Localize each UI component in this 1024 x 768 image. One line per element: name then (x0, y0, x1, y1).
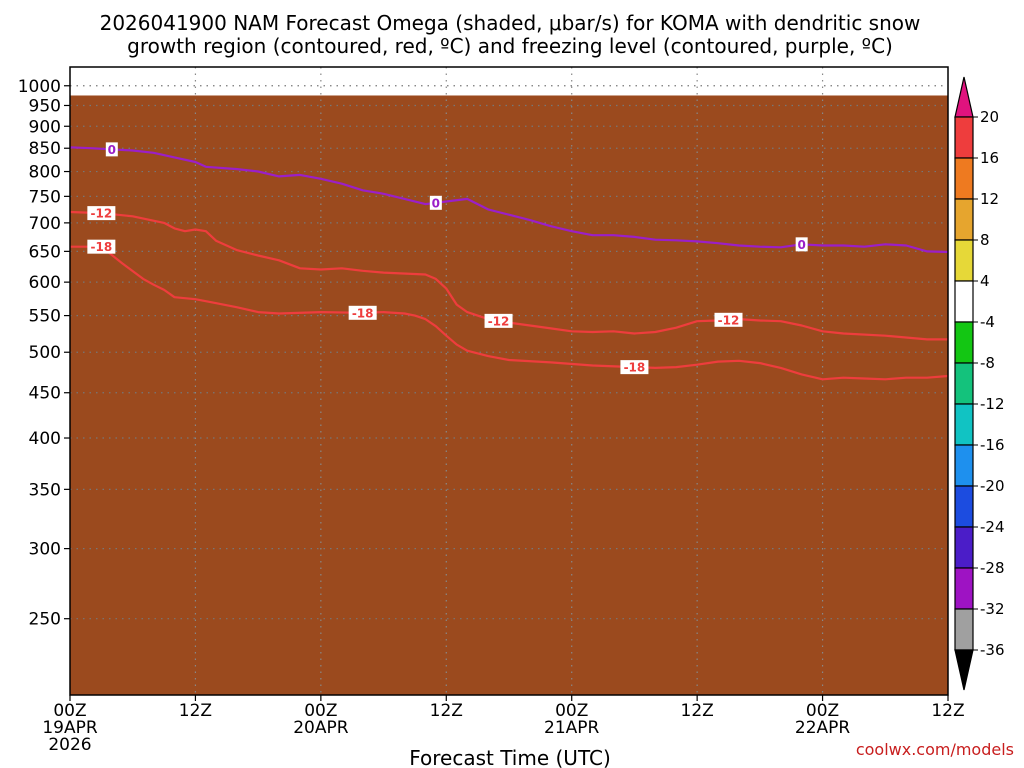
dgz-minus12-contour-line (69, 210, 948, 341)
x-tick-label: 20APR (293, 718, 349, 738)
freezing-level-0-contour-label: 0 (108, 143, 116, 157)
colorbar-label: -16 (980, 436, 1005, 454)
dgz-minus12-label-bg (714, 312, 743, 327)
y-tick-label: 500 (29, 343, 61, 363)
colorbar-swatch (954, 485, 974, 528)
x-tick-label: 19APR (42, 718, 98, 738)
colorbar-label: 20 (980, 108, 999, 126)
y-tick-label: 900 (29, 117, 61, 137)
freezing-level-0-contour-label: 0 (797, 238, 805, 252)
dgz-minus18-contour-line (70, 245, 949, 381)
colorbar-label: -36 (980, 641, 1005, 659)
dgz-minus18-contour-label: -18 (91, 240, 113, 254)
colorbar-swatch (954, 116, 974, 159)
x-tick-label: 22APR (795, 718, 851, 738)
x-tick-label: 00Z (304, 701, 337, 721)
x-tick-label: 00Z (555, 701, 588, 721)
colorbar-swatch (954, 157, 974, 200)
colorbar-label: 4 (980, 272, 990, 290)
freezing-level-0-label-bg (105, 142, 118, 157)
colorbar-label: -8 (980, 354, 995, 372)
colorbar-label: -24 (980, 518, 1005, 536)
y-tick-label: 300 (29, 540, 61, 560)
freezing-level-0-label-bg (429, 195, 442, 210)
freezing-level-0-contour-label: 0 (432, 196, 440, 210)
x-tick-label: 12Z (430, 701, 463, 721)
dgz-minus12-contour-label: -12 (718, 313, 740, 327)
colorbar-swatch (954, 198, 974, 241)
colorbar-label: -32 (980, 600, 1005, 618)
colorbar-bottom-triangle (954, 649, 974, 691)
colorbar-swatch (954, 239, 974, 282)
colorbar-label: 8 (980, 231, 990, 249)
colorbar-label: -12 (980, 395, 1005, 413)
y-tick-label: 950 (29, 96, 61, 116)
x-tick-label: 12Z (681, 701, 714, 721)
colorbar-swatch (954, 608, 974, 651)
y-tick-label: 1000 (18, 77, 61, 97)
x-tick-label: 00Z (53, 701, 86, 721)
dgz-minus18-label-bg (87, 239, 116, 254)
terrain-ground (70, 95, 948, 695)
dgz-minus12-contour-label: -12 (488, 314, 510, 328)
y-tick-label: 850 (29, 139, 61, 159)
y-tick-label: 650 (29, 242, 61, 262)
y-tick-label: 400 (29, 429, 61, 449)
colorbar-swatch (954, 526, 974, 569)
colorbar: 20 16 12 8 4 -4 -8 -12 -16 -20 -24 -28 -32 -36 (954, 76, 1005, 691)
dgz-minus12-label-bg (484, 313, 513, 328)
dgz-minus12-label-bg (87, 206, 116, 221)
y-tick-label: 800 (29, 163, 61, 183)
credit-link[interactable]: coolwx.com/models (856, 740, 1014, 759)
dgz-minus18-contour-label: -18 (624, 361, 646, 375)
plot-frame (69, 66, 949, 696)
dgz-minus12-contour-label: -12 (91, 207, 113, 221)
x-axis-label: Forecast Time (UTC) (409, 746, 611, 768)
y-tick-label: 600 (29, 273, 61, 293)
y-tick-label: 250 (29, 610, 61, 630)
dgz-minus18-label-bg (620, 360, 649, 375)
dgz-minus18-label-bg (348, 305, 377, 320)
plot-area: -18 -18 -18 -12 -12 -12 0 0 0 250 300 350 400 450 500 5… (18, 66, 965, 755)
y-tick-label: 450 (29, 384, 61, 404)
y-tick-label: 750 (29, 187, 61, 207)
colorbar-swatch (954, 567, 974, 610)
y-tick-label: 350 (29, 480, 61, 500)
x-tick-label: 12Z (179, 701, 212, 721)
y-tick-label: 700 (29, 214, 61, 234)
colorbar-label: -20 (980, 477, 1005, 495)
colorbar-swatch (954, 321, 974, 364)
colorbar-swatch (954, 280, 974, 323)
colorbar-label: -28 (980, 559, 1005, 577)
freezing-level-0-label-bg (795, 237, 808, 252)
colorbar-label: -4 (980, 313, 995, 331)
y-tick-label: 550 (29, 307, 61, 327)
colorbar-swatch (954, 403, 974, 446)
dgz-minus18-contour-label: -18 (352, 306, 374, 320)
colorbar-swatch (954, 444, 974, 487)
chart-title-line-1: 2026041900 NAM Forecast Omega (shaded, μ… (100, 11, 921, 35)
colorbar-label: 16 (980, 149, 999, 167)
x-tick-label: 00Z (806, 701, 839, 721)
colorbar-label: 12 (980, 190, 999, 208)
x-tick-label: 2026 (48, 735, 91, 755)
x-tick-label: 12Z (931, 701, 964, 721)
x-tick-label: 21APR (544, 718, 600, 738)
chart-title-line-2: growth region (contoured, red, ºC) and f… (127, 34, 893, 58)
colorbar-swatch (954, 362, 974, 405)
